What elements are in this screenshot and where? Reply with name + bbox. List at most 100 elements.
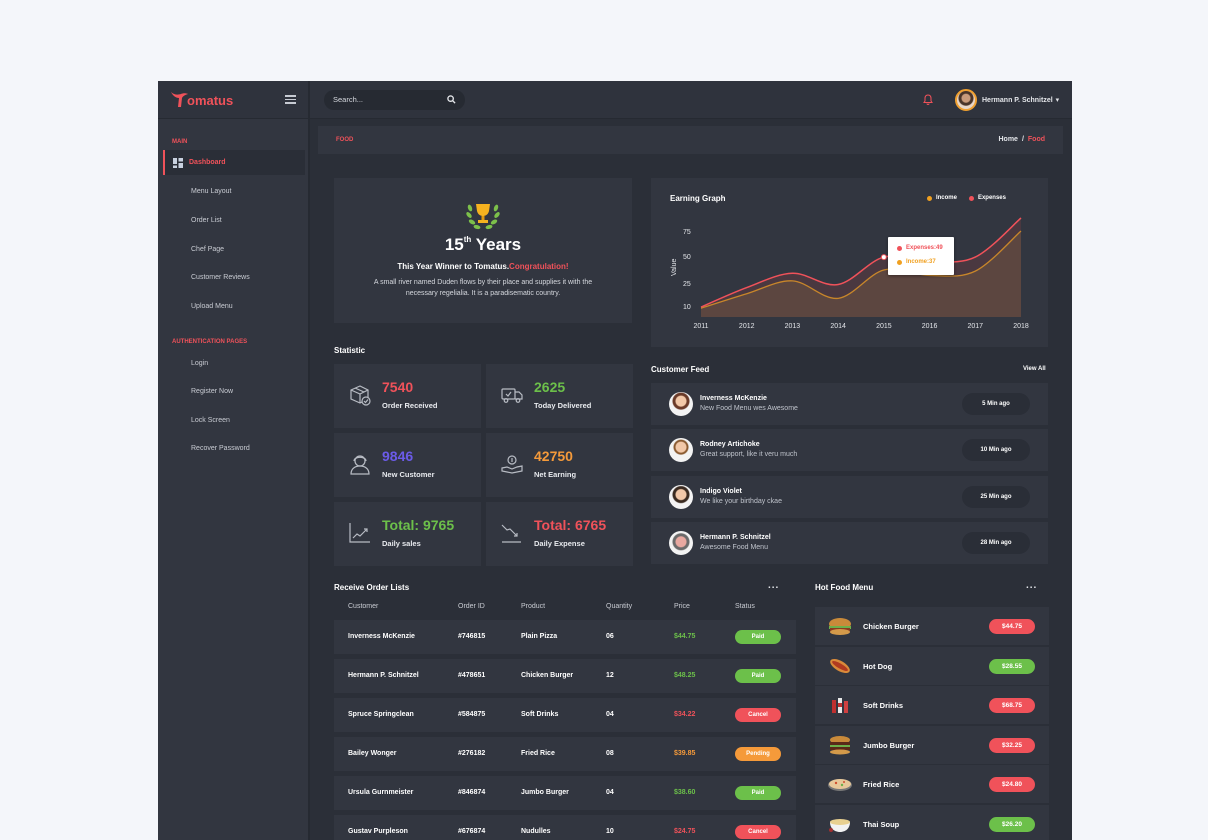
sidebar-item-chef-page[interactable]: Chef Page bbox=[163, 237, 305, 262]
y-tick: 25 bbox=[683, 281, 691, 288]
area-chart[interactable]: 10 25 50 75 Value 2011 2012 2013 2014 2015 2016 201… bbox=[651, 178, 1048, 347]
sidebar-item-order-list[interactable]: Order List bbox=[163, 208, 305, 233]
food-item[interactable]: Chicken Burger $44.75 bbox=[815, 607, 1049, 646]
stat-card-net-earning[interactable]: 42750 Net Earning bbox=[486, 433, 633, 497]
feed-item[interactable]: Indigo Violet We like your birthday ckae… bbox=[651, 476, 1048, 518]
food-name: Soft Drinks bbox=[863, 701, 904, 710]
sidebar-item-customer-reviews[interactable]: Customer Reviews bbox=[163, 265, 305, 290]
sidebar-section-auth: AUTHENTICATION PAGES bbox=[172, 339, 248, 345]
stat-card-daily-expense[interactable]: Total: 6765 Daily Expense bbox=[486, 502, 633, 566]
sidebar-item-upload-menu[interactable]: Upload Menu bbox=[163, 294, 305, 319]
expenses-line bbox=[700, 217, 1022, 308]
feed-name: Hermann P. Schnitzel bbox=[700, 534, 771, 541]
cell-quantity: 04 bbox=[606, 711, 614, 718]
food-price-badge[interactable]: $28.55 bbox=[989, 658, 1035, 674]
feed-item[interactable]: Hermann P. Schnitzel Awesome Food Menu 2… bbox=[651, 522, 1048, 564]
cell-customer: Hermann P. Schnitzel bbox=[348, 672, 419, 679]
cell-order-id: #846874 bbox=[458, 789, 486, 796]
stat-card-daily-sales[interactable]: Total: 9765 Daily sales bbox=[334, 502, 481, 566]
table-row[interactable]: Hermann P. Schnitzel #478651 Chicken Burge… bbox=[334, 659, 796, 693]
status-badge[interactable]: Cancel bbox=[735, 825, 781, 839]
status-badge[interactable]: Paid bbox=[735, 630, 781, 644]
x-tick: 2017 bbox=[967, 323, 983, 330]
search-input[interactable] bbox=[333, 95, 443, 104]
table-row[interactable]: Gustav Purpleson #676874 Nudulles 10 $24.75 C… bbox=[334, 815, 796, 840]
legend-income[interactable]: Income bbox=[926, 195, 957, 201]
search-icon[interactable] bbox=[447, 95, 456, 104]
sidebar-item-label: Lock Screen bbox=[191, 417, 230, 424]
stat-card-new-customer[interactable]: 9846 New Customer bbox=[334, 433, 481, 497]
stat-label: Net Earning bbox=[534, 470, 577, 479]
breadcrumb-home[interactable]: Home bbox=[998, 136, 1018, 143]
sidebar-item-dashboard[interactable]: Dashboard bbox=[163, 150, 305, 175]
stat-label: New Customer bbox=[382, 470, 435, 479]
y-tick: 75 bbox=[683, 229, 691, 236]
cell-customer: Bailey Wonger bbox=[348, 750, 397, 757]
stat-value: 9846 bbox=[382, 448, 414, 464]
stat-value: 7540 bbox=[382, 379, 414, 395]
sidebar-item-label: Customer Reviews bbox=[191, 274, 250, 281]
chart-down-icon bbox=[501, 524, 521, 543]
sidebar-item-lock-screen[interactable]: Lock Screen bbox=[163, 408, 305, 433]
logo-text: omatus bbox=[187, 93, 234, 108]
sidebar-item-recover-password[interactable]: Recover Password bbox=[163, 436, 305, 461]
food-name: Chicken Burger bbox=[863, 622, 919, 631]
trophy-icon bbox=[466, 204, 500, 230]
status-badge[interactable]: Cancel bbox=[735, 708, 781, 722]
status-badge[interactable]: Paid bbox=[735, 669, 781, 683]
table-row[interactable]: Inverness McKenzie #746815 Plain Pizza 06 $4… bbox=[334, 620, 796, 654]
food-price-badge[interactable]: $32.25 bbox=[989, 737, 1035, 753]
customer-avatar bbox=[669, 438, 693, 462]
chicken-burger-image-icon bbox=[829, 618, 851, 635]
soft-drinks-image-icon bbox=[832, 698, 848, 713]
table-row[interactable]: Spruce Springclean #584875 Soft Drinks 04 $3… bbox=[334, 698, 796, 732]
stat-card-order-received[interactable]: 7540 Order Received bbox=[334, 364, 481, 428]
cell-price: $34.22 bbox=[674, 711, 696, 718]
table-row[interactable]: Bailey Wonger #276182 Fried Rice 08 $39.85 Pe… bbox=[334, 737, 796, 771]
stat-value: 2625 bbox=[534, 379, 566, 395]
status-badge[interactable]: Paid bbox=[735, 786, 781, 800]
notification-bell-icon[interactable] bbox=[923, 94, 933, 105]
food-price-badge[interactable]: $68.75 bbox=[989, 698, 1035, 713]
food-price-badge[interactable]: $44.75 bbox=[989, 619, 1035, 634]
food-item[interactable]: Thai Soup $26.20 bbox=[815, 804, 1049, 840]
stat-card-today-delivered[interactable]: 2625 Today Delivered bbox=[486, 364, 633, 428]
orders-more-icon[interactable]: ... bbox=[768, 580, 780, 591]
menu-toggle-icon[interactable] bbox=[285, 95, 296, 104]
cell-order-id: #676874 bbox=[458, 828, 486, 835]
food-price-badge[interactable]: $26.20 bbox=[989, 816, 1035, 832]
feed-item[interactable]: Inverness McKenzie New Food Menu wes Awe… bbox=[651, 383, 1048, 425]
cell-product: Jumbo Burger bbox=[521, 789, 569, 796]
customer-avatar bbox=[669, 392, 693, 416]
hot-food-more-icon[interactable]: ... bbox=[1026, 580, 1038, 591]
stat-label: Today Delivered bbox=[534, 401, 592, 410]
x-tick: 2018 bbox=[1013, 323, 1029, 330]
y-tick: 50 bbox=[683, 254, 691, 261]
sidebar-item-register[interactable]: Register Now bbox=[163, 379, 305, 404]
cell-price: $44.75 bbox=[674, 633, 696, 640]
stat-value: Total: 6765 bbox=[534, 517, 607, 533]
chart-legend: Income Expenses bbox=[926, 195, 1006, 201]
food-item[interactable]: Soft Drinks $68.75 bbox=[815, 686, 1049, 725]
search-box bbox=[324, 90, 465, 110]
status-badge[interactable]: Pending bbox=[735, 747, 781, 761]
feed-item[interactable]: Rodney Artichoke Great support, like it … bbox=[651, 429, 1048, 471]
food-item[interactable]: Hot Dog $28.55 bbox=[815, 646, 1049, 686]
food-price-badge[interactable]: $24.80 bbox=[989, 777, 1035, 792]
orders-heading: Receive Order Lists bbox=[334, 583, 410, 592]
sidebar-item-menu-layout[interactable]: Menu Layout bbox=[163, 179, 305, 204]
sidebar-item-label: Dashboard bbox=[189, 159, 226, 166]
logo[interactable]: omatus bbox=[170, 90, 233, 108]
sidebar-item-login[interactable]: Login bbox=[163, 351, 305, 376]
earning-graph-card: Earning Graph Income Expenses 10 25 50 75 Va… bbox=[651, 178, 1048, 347]
legend-expenses[interactable]: Expenses bbox=[968, 195, 1006, 201]
food-item[interactable]: Fried Rice $24.80 bbox=[815, 765, 1049, 804]
cell-product: Soft Drinks bbox=[521, 711, 559, 718]
chart-tooltip: Expenses:49 Income:37 bbox=[888, 237, 954, 275]
user-menu[interactable]: Hermann P. Schnitzel ▾ bbox=[955, 89, 1059, 111]
food-item[interactable]: Jumbo Burger $32.25 bbox=[815, 725, 1049, 765]
view-all-link[interactable]: View All bbox=[1023, 366, 1046, 372]
money-hand-icon bbox=[501, 455, 523, 474]
sidebar-item-label: Upload Menu bbox=[191, 303, 233, 310]
table-row[interactable]: Ursula Gurnmeister #846874 Jumbo Burger 04 $… bbox=[334, 776, 796, 810]
